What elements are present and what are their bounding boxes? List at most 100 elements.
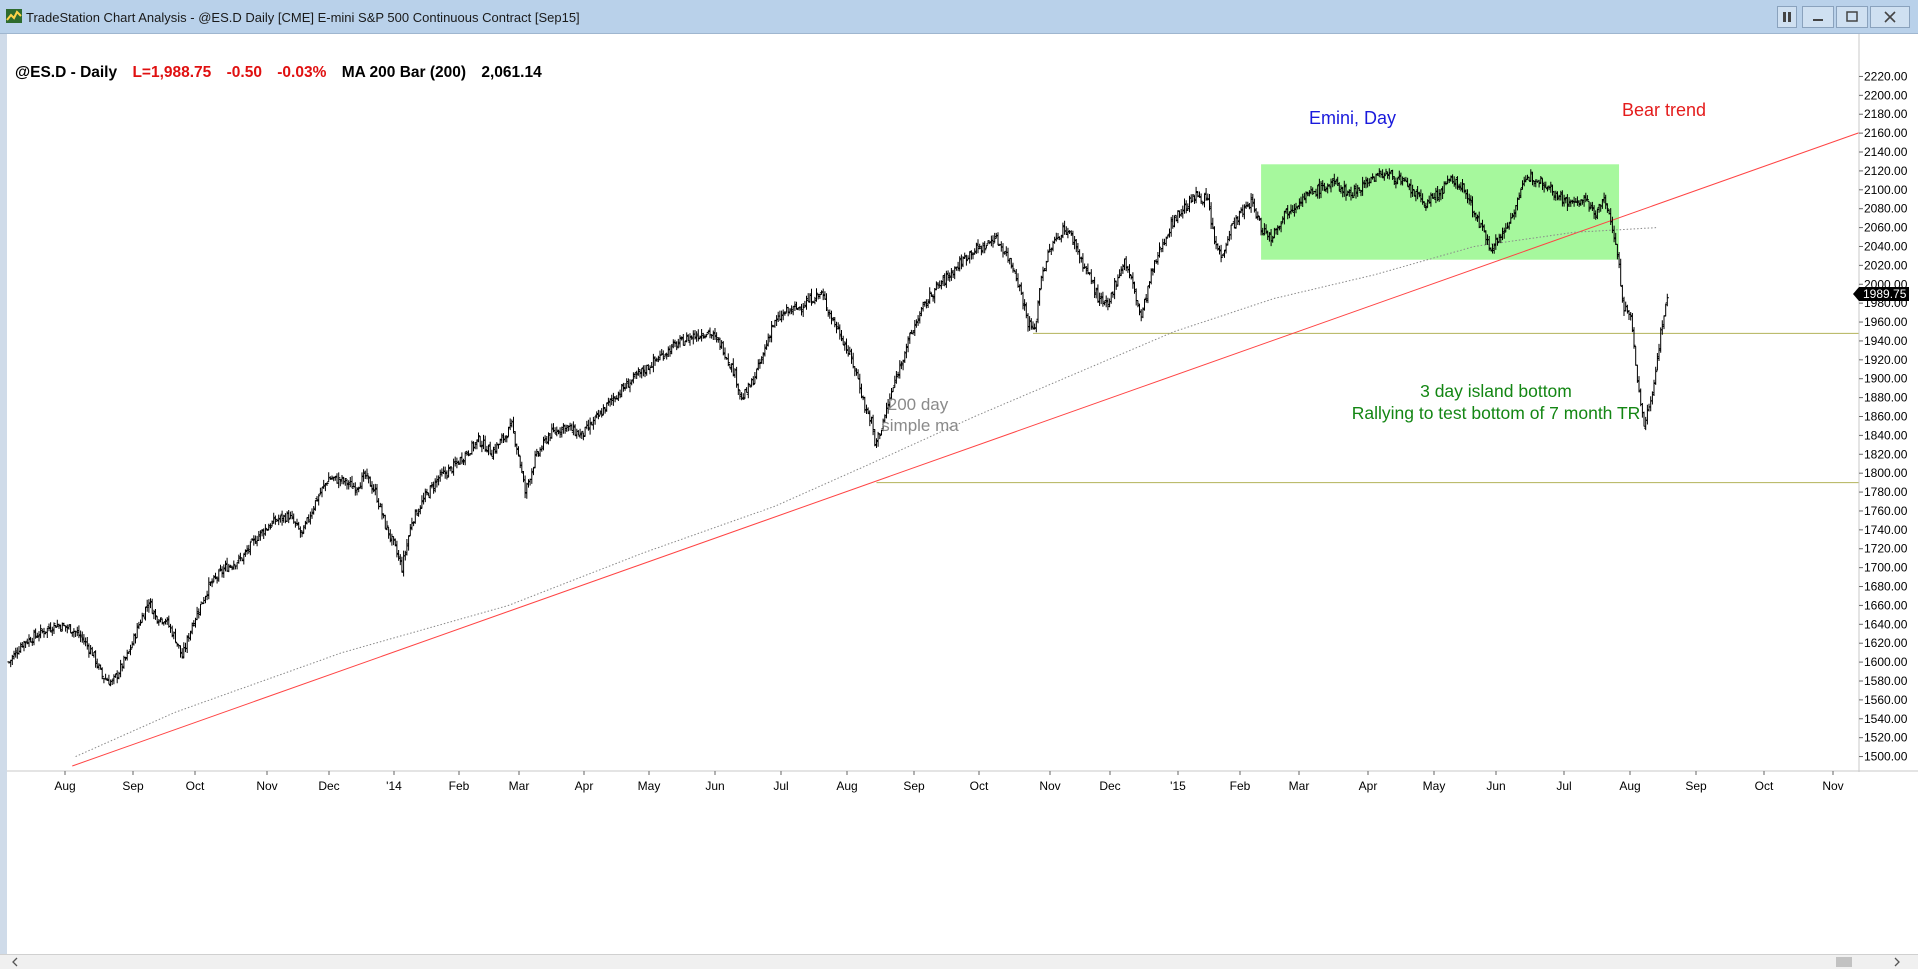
ohlc-bar <box>1662 315 1666 330</box>
ohlc-bar <box>1211 217 1215 229</box>
horizontal-scrollbar[interactable] <box>0 954 1918 969</box>
ohlc-bar <box>455 457 459 469</box>
ohlc-bar <box>605 402 609 412</box>
ohlc-bar <box>1089 269 1093 285</box>
ohlc-bar <box>814 288 819 302</box>
time-tick-label: Dec <box>1099 779 1120 793</box>
ohlc-bar <box>600 408 604 418</box>
ohlc-bar <box>516 446 521 457</box>
ohlc-bar <box>188 630 193 641</box>
indicator-label: MA 200 Bar (200) <box>341 64 467 81</box>
ohlc-bar <box>248 541 252 556</box>
ohlc-bar <box>996 232 1000 246</box>
ohlc-bar <box>678 335 682 348</box>
chart-header: @ES.D - Daily L=1,988.75 -0.50 -0.03% MA… <box>15 64 553 82</box>
annotation-ma-line2: simple ma <box>881 416 959 435</box>
ohlc-bar <box>1382 172 1386 181</box>
ohlc-bar <box>755 368 759 380</box>
ohlc-bar <box>588 417 592 435</box>
ohlc-bar <box>1222 250 1226 258</box>
time-tick-label: Apr <box>1359 779 1378 793</box>
ohlc-bar <box>1011 262 1015 273</box>
ohlc-bar <box>340 475 344 485</box>
chart-area[interactable]: Emini, Day Bear trend 200 day simple ma 3 da… <box>0 34 1918 954</box>
ohlc-bar <box>1191 194 1195 203</box>
ohlc-bar <box>50 626 54 636</box>
ohlc-bar <box>1029 318 1033 330</box>
ohlc-bar <box>540 445 544 452</box>
ohlc-bar <box>1024 302 1028 319</box>
maximize-button[interactable] <box>1836 6 1868 28</box>
price-tick-label: 1780.00 <box>1864 485 1908 499</box>
ohlc-bar <box>45 627 49 638</box>
ohlc-bar <box>928 287 932 304</box>
ohlc-bar <box>1101 291 1105 307</box>
ohlc-bar <box>1063 220 1067 235</box>
ohlc-bar <box>1530 171 1535 186</box>
ohlc-bar <box>505 435 509 443</box>
ohlc-bar <box>1157 242 1162 258</box>
close-button[interactable] <box>1870 6 1910 28</box>
price-tick-label: 1660.00 <box>1864 598 1908 612</box>
scroll-right-arrow-icon[interactable] <box>1890 955 1904 969</box>
price-tick-label: 1900.00 <box>1864 372 1908 386</box>
price-tick-label: 2220.00 <box>1864 69 1908 83</box>
price-tick-label: 1880.00 <box>1864 391 1908 405</box>
time-tick-label: May <box>638 779 661 793</box>
ohlc-bar <box>1016 273 1020 288</box>
ohlc-bar <box>1001 243 1005 258</box>
trading-range-box <box>1261 164 1620 260</box>
ohlc-bar <box>1239 207 1243 214</box>
ohlc-bar <box>402 550 406 577</box>
price-tick-label: 2040.00 <box>1864 239 1908 253</box>
ohlc-bar <box>112 674 116 685</box>
ohlc-bar <box>1654 366 1658 385</box>
time-tick-label: Jul <box>1556 779 1571 793</box>
ohlc-bar <box>1049 247 1053 255</box>
ohlc-bar <box>1632 327 1636 349</box>
restore-button[interactable] <box>1777 6 1797 28</box>
ohlc-bar <box>173 628 178 643</box>
ohlc-bar <box>878 433 882 440</box>
price-tick-label: 1940.00 <box>1864 334 1908 348</box>
ohlc-bar <box>849 348 854 364</box>
minimize-button[interactable] <box>1802 6 1834 28</box>
ohlc-bar <box>107 674 111 685</box>
ohlc-bar <box>578 428 582 439</box>
time-tick-label: Feb <box>1230 779 1251 793</box>
ohlc-bar <box>397 550 401 561</box>
ohlc-bar <box>726 353 730 367</box>
ohlc-bar <box>217 569 221 582</box>
ohlc-bar <box>350 475 354 489</box>
ohlc-bar <box>968 251 972 264</box>
ohlc-bar <box>1061 222 1065 239</box>
ohlc-bar <box>1201 201 1205 206</box>
ohlc-bar <box>1249 193 1253 213</box>
ohlc-bar <box>69 624 73 634</box>
ohlc-bar <box>984 244 988 249</box>
price-tick-label: 1700.00 <box>1864 561 1908 575</box>
last-price-marker <box>1853 286 1909 301</box>
price-tick-label: 1680.00 <box>1864 580 1908 594</box>
close-icon <box>1884 11 1896 23</box>
ohlc-bar <box>100 667 104 680</box>
ohlc-bar <box>198 603 203 616</box>
ohlc-bar <box>844 338 849 354</box>
price-chart[interactable]: Emini, Day Bear trend 200 day simple ma 3 da… <box>7 34 1918 954</box>
ohlc-bar <box>851 352 855 369</box>
ohlc-bar <box>858 373 862 394</box>
ohlc-bar <box>355 487 359 496</box>
scroll-thumb[interactable] <box>1836 957 1852 967</box>
ohlc-bar <box>89 645 93 655</box>
ohlc-bar <box>145 599 149 612</box>
window-titlebar[interactable]: TradeStation Chart Analysis - @ES.D Dail… <box>0 0 1918 34</box>
ohlc-bar <box>478 436 482 447</box>
ohlc-bar <box>1054 232 1058 242</box>
ohlc-bar <box>1083 263 1087 269</box>
ohlc-bar <box>1129 274 1133 280</box>
ohlc-bar <box>273 515 277 525</box>
scroll-left-arrow-icon[interactable] <box>8 955 22 969</box>
price-tick-label: 1800.00 <box>1864 466 1908 480</box>
ohlc-bar <box>596 409 600 420</box>
time-tick-label: Jun <box>705 779 724 793</box>
